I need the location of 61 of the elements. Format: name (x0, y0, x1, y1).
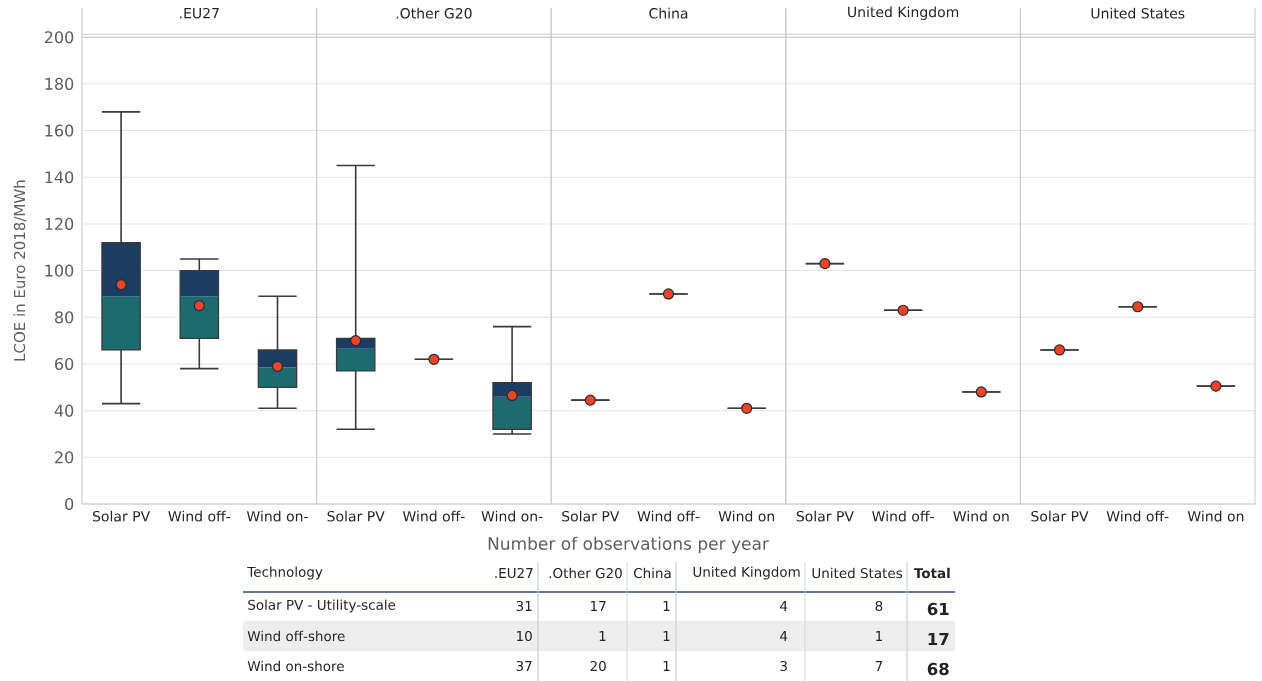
y-axis-title: Technology (247, 566, 323, 580)
data-label: 1 (663, 631, 670, 641)
data-label: 1 (663, 661, 670, 671)
x-tick-label: China (633, 567, 671, 579)
y-axis-title: LCOE in Euro 2018/MWh (13, 180, 27, 361)
x-tick-label: Wind off- (872, 510, 934, 522)
chart-title: Number of observations per year (488, 536, 769, 554)
data-label: 1 (599, 631, 606, 641)
chart-title: .Other G20 (396, 7, 472, 19)
y-tick-label: 140 (45, 171, 74, 184)
data-label: 20 (590, 660, 606, 672)
x-tick-label: Wind off- (402, 510, 465, 522)
x-tick-label: .EU27 (495, 567, 533, 579)
data-label: 1 (663, 601, 670, 611)
x-tick-label: United Kingdom (693, 566, 800, 580)
y-tick-label: 180 (45, 77, 74, 90)
x-tick-label: Wind off- (1106, 510, 1169, 522)
x-tick-label: Wind off- (637, 510, 700, 522)
x-tick-label: Solar PV (562, 510, 620, 522)
x-tick-label: Wind on (718, 510, 775, 522)
x-tick-label: .Other G20 (549, 567, 622, 579)
data-label: 61 (927, 602, 949, 616)
x-tick-label: Wind on- (481, 510, 543, 522)
x-tick-label: Total (913, 567, 950, 579)
x-tick-label: Solar PV (92, 510, 151, 522)
data-label: 10 (517, 630, 532, 642)
x-tick-label: United States (812, 567, 903, 579)
y-tick-label: Solar PV - Utility-scale (248, 599, 396, 613)
data-label: 8 (875, 600, 883, 612)
data-label: 68 (927, 662, 949, 676)
data-label: 3 (780, 660, 787, 672)
y-tick-label: 100 (45, 264, 74, 277)
y-tick-label: 120 (45, 217, 74, 230)
data-label: 1 (876, 631, 882, 641)
y-tick-label: 80 (55, 311, 74, 324)
chart-title: .EU27 (180, 7, 219, 19)
data-label: 4 (780, 601, 788, 611)
chart-title: United States (1091, 7, 1185, 19)
x-tick-label: Solar PV (1031, 510, 1089, 522)
data-label: 31 (516, 600, 532, 612)
y-tick-label: 160 (45, 124, 74, 137)
chart-title: China (649, 7, 688, 19)
y-tick-label: 60 (55, 357, 74, 371)
x-tick-label: Wind on (1187, 510, 1244, 522)
data-label: 7 (875, 661, 883, 671)
x-tick-label: Solar PV (327, 510, 385, 522)
y-tick-label: Wind on-shore (247, 660, 344, 672)
x-tick-label: Solar PV (796, 510, 854, 522)
data-label: 4 (780, 631, 788, 641)
data-label: 37 (516, 660, 532, 672)
x-tick-label: Wind off- (168, 510, 231, 522)
y-tick-label: 40 (54, 404, 74, 417)
x-tick-label: Wind on (953, 510, 1009, 522)
chart-title: United Kingdom (848, 6, 959, 20)
data-label: 17 (591, 601, 606, 611)
x-tick-label: Wind on- (246, 510, 308, 522)
y-tick-label: 20 (55, 451, 74, 464)
y-tick-label: Wind off-shore (247, 630, 345, 642)
y-tick-label: 200 (44, 31, 74, 44)
y-tick-label: 0 (65, 497, 74, 511)
data-label: 17 (928, 632, 949, 646)
